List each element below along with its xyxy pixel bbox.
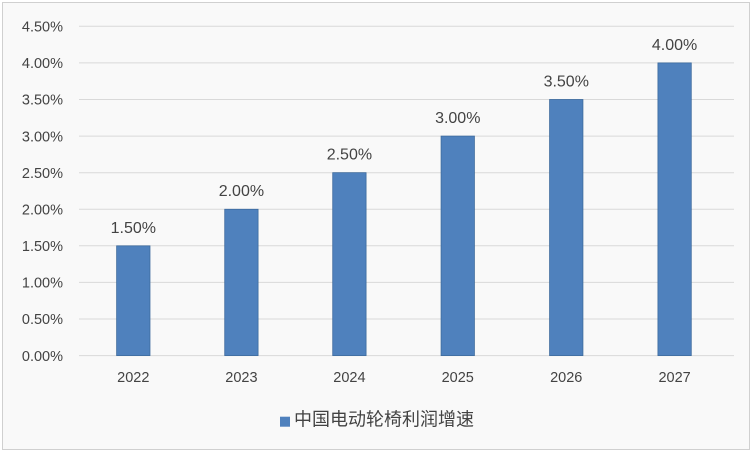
svg-text:1.00%: 1.00% (22, 276, 63, 292)
svg-text:2024: 2024 (333, 370, 365, 386)
svg-text:4.50%: 4.50% (22, 20, 63, 36)
svg-text:3.50%: 3.50% (544, 73, 589, 90)
svg-text:1.50%: 1.50% (111, 220, 156, 237)
svg-text:4.00%: 4.00% (22, 56, 63, 72)
svg-text:2027: 2027 (658, 370, 690, 386)
svg-text:中国电动轮椅利润增速: 中国电动轮椅利润增速 (294, 410, 474, 430)
svg-text:2022: 2022 (117, 370, 149, 386)
svg-text:2.00%: 2.00% (22, 202, 63, 218)
svg-text:0.00%: 0.00% (22, 349, 63, 365)
svg-text:1.50%: 1.50% (22, 239, 63, 255)
svg-text:2023: 2023 (225, 370, 257, 386)
svg-text:3.00%: 3.00% (435, 110, 480, 127)
svg-text:2.50%: 2.50% (22, 166, 63, 182)
svg-text:3.50%: 3.50% (22, 93, 63, 109)
svg-text:2025: 2025 (442, 370, 474, 386)
svg-text:2.00%: 2.00% (219, 183, 264, 200)
svg-text:4.00%: 4.00% (652, 37, 697, 54)
svg-text:0.50%: 0.50% (22, 312, 63, 328)
svg-text:2.50%: 2.50% (327, 147, 372, 164)
svg-text:3.00%: 3.00% (22, 129, 63, 145)
svg-text:2026: 2026 (550, 370, 582, 386)
